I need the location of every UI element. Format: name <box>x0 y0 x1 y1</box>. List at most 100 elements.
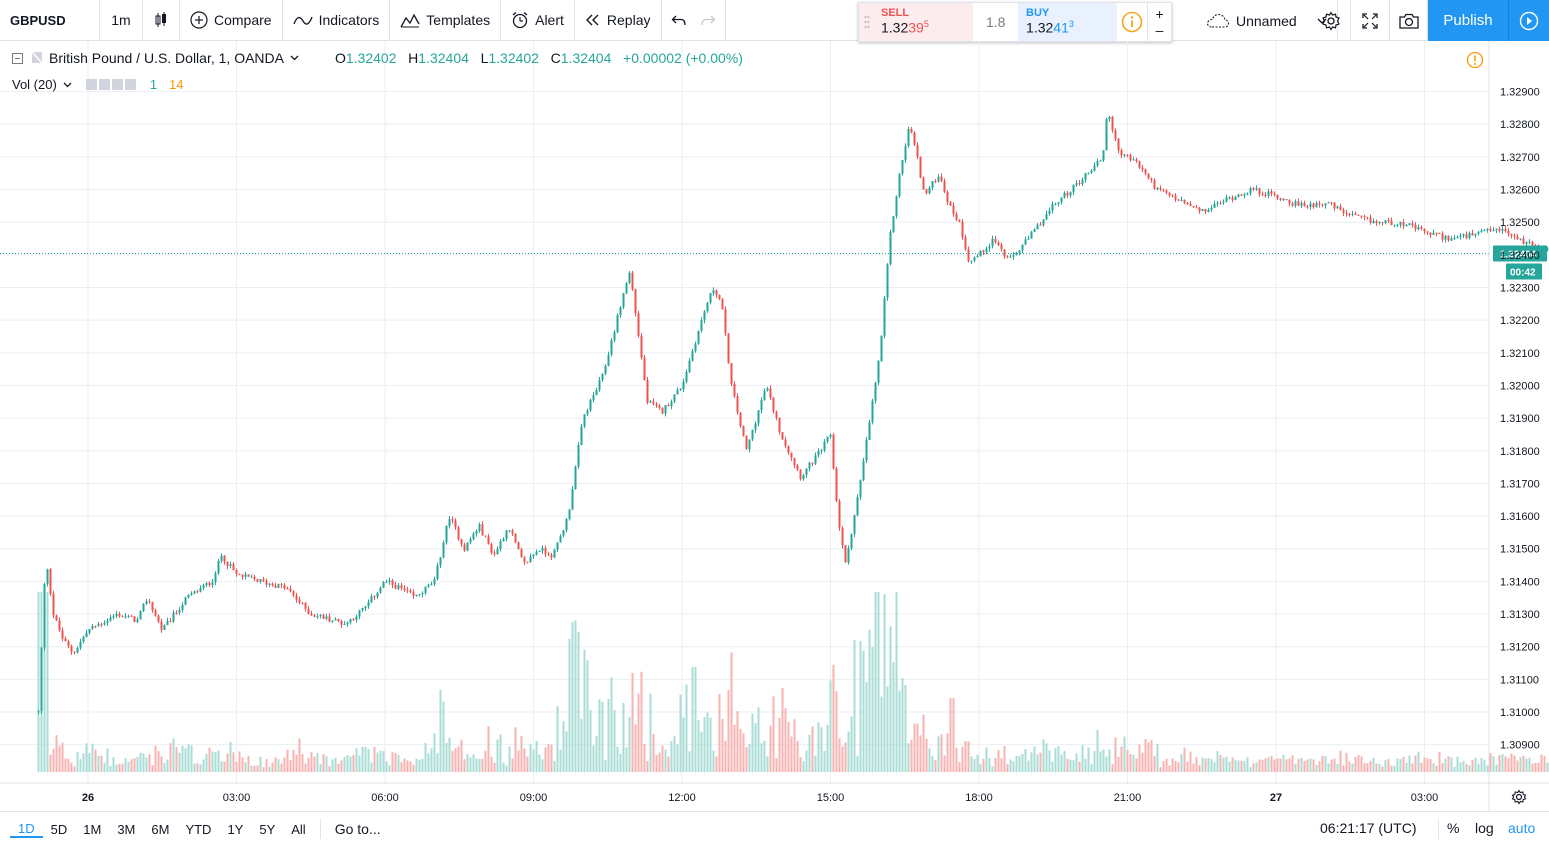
decrease-button[interactable]: – <box>1155 22 1164 38</box>
timeframe-all[interactable]: All <box>291 821 306 837</box>
volume-bar <box>673 736 676 772</box>
candle-body <box>355 616 358 620</box>
collapse-legend-button[interactable] <box>12 52 23 64</box>
volume-bar <box>1030 752 1033 772</box>
volume-bar <box>1156 743 1159 772</box>
compare-button[interactable]: Compare <box>180 0 283 40</box>
quantity-stepper[interactable]: + – <box>1147 3 1171 41</box>
volume-bar <box>217 750 220 772</box>
volume-bar <box>1351 763 1354 772</box>
auto-scale-toggle[interactable]: auto <box>1508 820 1536 836</box>
publish-button[interactable]: Publish <box>1428 0 1508 41</box>
timeframe-ytd[interactable]: YTD <box>185 821 212 837</box>
volume-bar <box>319 763 322 772</box>
timeframe-5y[interactable]: 5Y <box>259 821 276 837</box>
volume-bar <box>448 737 451 772</box>
candle-body <box>1009 256 1012 258</box>
timeframe-3m[interactable]: 3M <box>117 821 136 837</box>
eye-icon[interactable] <box>85 79 97 90</box>
timeframe-1y[interactable]: 1Y <box>227 821 244 837</box>
candle-body <box>721 299 724 310</box>
buy-button[interactable]: BUY 1.32413 <box>1018 3 1118 41</box>
snapshot-button[interactable] <box>1390 0 1428 41</box>
trading-info-button[interactable] <box>1117 3 1147 41</box>
symbol-search-button[interactable]: GBPUSD <box>0 0 100 40</box>
volume-bar <box>730 652 733 772</box>
plus-icon[interactable] <box>111 79 123 90</box>
timeframe-6m[interactable]: 6M <box>151 821 170 837</box>
volume-bar <box>1540 754 1543 772</box>
volume-bar <box>226 753 229 772</box>
warning-icon[interactable] <box>1466 51 1484 69</box>
volume-bar <box>799 757 802 772</box>
timeframe-selector: 1D 5D 1M 3M 6M YTD 1Y 5Y All <box>10 821 314 838</box>
percent-scale-toggle[interactable]: % <box>1447 820 1460 836</box>
volume-bar <box>1381 766 1384 772</box>
candle-body <box>154 610 157 616</box>
timeframe-1m[interactable]: 1M <box>83 821 102 837</box>
alert-button[interactable]: Alert <box>501 0 575 40</box>
redo-button[interactable] <box>691 0 726 40</box>
bottom-toolbar: 1D 5D 1M 3M 6M YTD 1Y 5Y All Go to... 06:21:17 (… <box>0 811 1549 846</box>
drag-handle-icon[interactable] <box>864 15 870 29</box>
volume-bar <box>460 739 463 772</box>
ohlc-values: O1.32402 H1.32404 L1.32402 C1.32404 +0.0… <box>334 50 743 66</box>
volume-bar <box>583 649 586 772</box>
chevron-down-icon[interactable] <box>63 82 72 88</box>
volume-bar <box>1228 761 1231 772</box>
candle-body <box>595 389 598 396</box>
volume-bar <box>1402 756 1405 772</box>
replay-button[interactable]: Replay <box>575 0 662 40</box>
chevron-down-icon[interactable] <box>290 55 299 61</box>
candle-body <box>697 330 700 344</box>
goto-button[interactable]: Go to... <box>334 821 381 837</box>
templates-button[interactable]: Templates <box>390 0 502 40</box>
volume-value: 1 <box>149 77 158 92</box>
volume-bar <box>232 752 235 772</box>
candle-body <box>1237 194 1240 197</box>
series-title[interactable]: British Pound / U.S. Dollar, 1, OANDA <box>49 50 284 66</box>
settings-button[interactable] <box>1312 0 1351 41</box>
utc-clock[interactable]: 06:21:17 (UTC) <box>1320 820 1417 836</box>
candle-body <box>238 573 241 575</box>
increase-button[interactable]: + <box>1155 6 1164 22</box>
interval-button[interactable]: 1m <box>100 0 143 40</box>
price-chart[interactable]: 1.32404 00:42 1.32900 1.32800 1.32700 1.3260… <box>0 41 1549 811</box>
gear-icon[interactable] <box>98 79 110 90</box>
volume-bar <box>910 740 913 772</box>
volume-bar <box>1456 756 1459 772</box>
candle-body <box>949 202 952 206</box>
volume-bar <box>238 751 241 772</box>
fullscreen-button[interactable] <box>1351 0 1390 41</box>
price-tick-label: 1.32100 <box>1500 348 1540 360</box>
candle-body <box>133 616 136 622</box>
log-scale-toggle[interactable]: log <box>1475 820 1494 836</box>
volume-title[interactable]: Vol (20) <box>12 77 57 92</box>
volume-bar <box>1489 753 1492 772</box>
price-tick-label: 1.32500 <box>1500 217 1540 229</box>
publish-options-button[interactable] <box>1508 0 1549 41</box>
candle-body <box>820 450 823 452</box>
close-icon[interactable] <box>124 79 136 90</box>
volume-bar <box>1537 762 1540 772</box>
chart-style-button[interactable] <box>143 0 180 40</box>
volume-bar <box>154 745 157 772</box>
indicators-button[interactable]: Indicators <box>283 0 391 40</box>
timeframe-5d[interactable]: 5D <box>50 821 68 837</box>
candle-body <box>1300 202 1303 206</box>
candle-body <box>520 549 523 558</box>
candle-body <box>661 407 664 414</box>
volume-bar <box>136 756 139 772</box>
candle-body <box>589 399 592 411</box>
volume-bar <box>346 754 349 772</box>
candle-body <box>1120 150 1123 156</box>
candle-body <box>1393 224 1396 226</box>
sell-button[interactable]: SELL 1.32395 <box>859 3 974 41</box>
candle-body <box>1087 172 1090 174</box>
volume-bar <box>178 752 181 772</box>
axis-settings-icon[interactable] <box>1511 789 1527 805</box>
timeframe-1d[interactable]: 1D <box>10 821 43 838</box>
candle-body <box>1360 215 1363 217</box>
volume-bar <box>538 754 541 772</box>
undo-button[interactable] <box>662 0 691 40</box>
